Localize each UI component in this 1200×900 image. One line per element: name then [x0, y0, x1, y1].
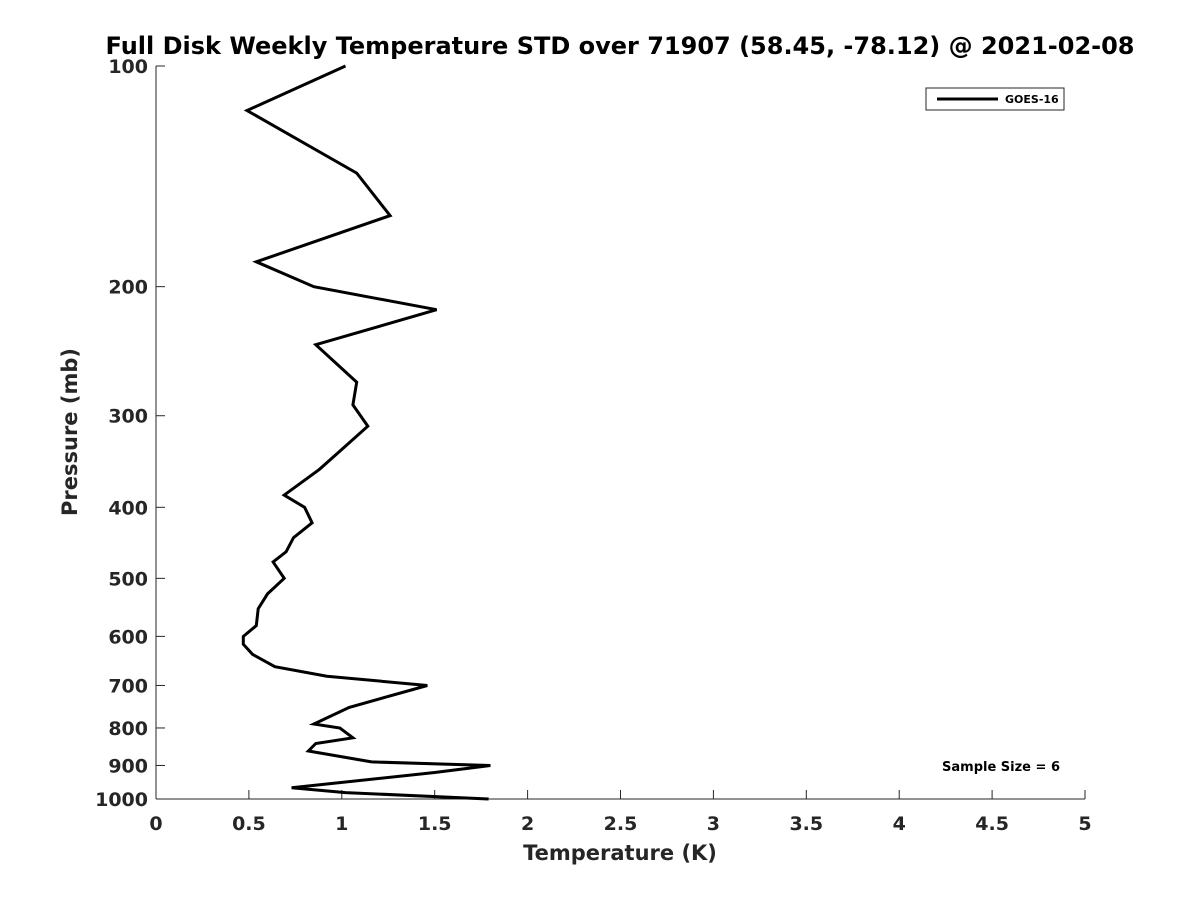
- legend-label: GOES-16: [1005, 93, 1059, 106]
- x-tick-label: 0: [149, 813, 162, 835]
- y-tick-label: 900: [108, 755, 148, 777]
- x-tick-label: 1: [335, 813, 348, 835]
- y-tick-label: 500: [108, 568, 148, 590]
- x-tick-label: 0.5: [232, 813, 266, 835]
- y-tick-label: 400: [108, 497, 148, 519]
- y-tick-label: 1000: [95, 789, 148, 811]
- y-ticks: 100 200 300 400 500 600 700 800 900 1000: [95, 56, 165, 811]
- x-tick-label: 3: [707, 813, 720, 835]
- y-axis-label: Pressure (mb): [58, 348, 82, 516]
- series-line-goes-16: [241, 64, 491, 801]
- y-tick-label: 700: [108, 675, 148, 697]
- y-tick-label: 300: [108, 406, 148, 428]
- x-tick-label: 1.5: [418, 813, 452, 835]
- x-tick-label: 4.5: [975, 813, 1009, 835]
- sample-size-annotation: Sample Size = 6: [942, 760, 1060, 775]
- axes: [155, 66, 1085, 800]
- chart-title: Full Disk Weekly Temperature STD over 71…: [106, 32, 1135, 60]
- x-ticks: 0 0.5 1 1.5 2 2.5 3 3.5 4 4.5 5: [149, 790, 1092, 835]
- x-axis-label: Temperature (K): [523, 841, 717, 865]
- x-tick-label: 2: [521, 813, 534, 835]
- y-tick-label: 800: [108, 718, 148, 740]
- y-tick-label: 100: [108, 56, 148, 78]
- y-tick-label: 600: [108, 626, 148, 648]
- series-layer: [241, 64, 491, 801]
- x-tick-label: 3.5: [789, 813, 823, 835]
- legend: GOES-16: [925, 87, 1065, 111]
- y-tick-label: 200: [108, 277, 148, 299]
- x-tick-label: 4: [893, 813, 906, 835]
- x-tick-label: 5: [1078, 813, 1091, 835]
- x-tick-label: 2.5: [604, 813, 638, 835]
